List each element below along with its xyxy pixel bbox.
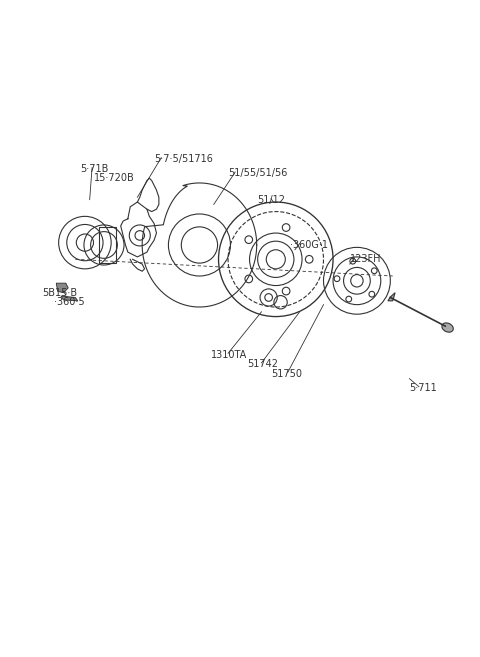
Text: 123FH: 123FH (350, 254, 381, 264)
Text: 51/12: 51/12 (257, 194, 285, 204)
Polygon shape (388, 293, 395, 301)
Text: 1310TA: 1310TA (211, 350, 248, 360)
Polygon shape (61, 296, 78, 301)
Text: 51750: 51750 (271, 369, 302, 379)
Text: 5·711: 5·711 (409, 383, 437, 393)
Text: 5·7·5/51716: 5·7·5/51716 (154, 154, 213, 164)
Bar (99, 227, 116, 263)
Text: ·360G·1: ·360G·1 (290, 240, 328, 250)
Text: 5·71B: 5·71B (80, 164, 108, 173)
Text: 15·720B: 15·720B (95, 173, 135, 183)
Ellipse shape (442, 323, 453, 332)
Text: 5B15·B: 5B15·B (42, 288, 77, 298)
Text: 51742: 51742 (247, 359, 278, 369)
Text: ·360·5: ·360·5 (54, 297, 84, 307)
Text: 51/55/51/56: 51/55/51/56 (228, 168, 288, 179)
Polygon shape (56, 283, 68, 293)
